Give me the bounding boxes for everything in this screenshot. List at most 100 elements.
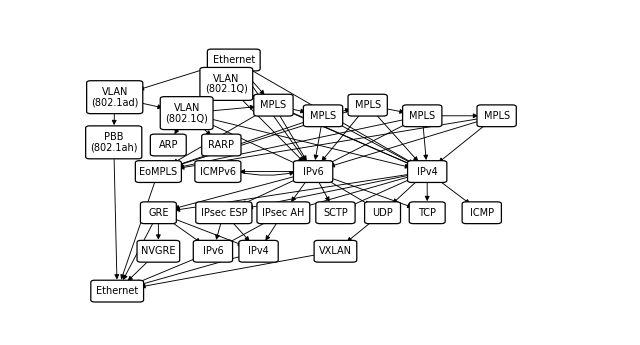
Text: VLAN
(802.1Q): VLAN (802.1Q) [205, 74, 248, 94]
FancyArrowPatch shape [180, 119, 479, 169]
FancyArrowPatch shape [212, 105, 254, 111]
Text: MPLS: MPLS [484, 111, 509, 121]
FancyBboxPatch shape [348, 94, 387, 116]
Text: MPLS: MPLS [260, 100, 287, 110]
FancyArrowPatch shape [242, 178, 298, 205]
FancyArrowPatch shape [233, 223, 249, 240]
FancyArrowPatch shape [305, 176, 411, 207]
FancyBboxPatch shape [303, 105, 342, 127]
FancyBboxPatch shape [314, 240, 356, 262]
Text: IPv6: IPv6 [303, 167, 323, 177]
FancyBboxPatch shape [462, 202, 501, 224]
Text: IPv4: IPv4 [248, 246, 269, 256]
FancyArrowPatch shape [249, 69, 413, 164]
FancyBboxPatch shape [200, 67, 253, 100]
Text: ICMP: ICMP [470, 208, 494, 218]
FancyArrowPatch shape [207, 123, 298, 165]
Text: IPv6: IPv6 [202, 246, 223, 256]
FancyArrowPatch shape [216, 224, 221, 239]
FancyArrowPatch shape [243, 70, 264, 95]
FancyArrowPatch shape [139, 256, 242, 286]
FancyArrowPatch shape [211, 119, 409, 168]
Text: GRE: GRE [148, 208, 168, 218]
FancyBboxPatch shape [408, 161, 447, 183]
FancyArrowPatch shape [248, 175, 410, 209]
FancyBboxPatch shape [409, 202, 445, 224]
Text: ICMPv6: ICMPv6 [200, 167, 236, 177]
Text: NVGRE: NVGRE [141, 246, 175, 256]
Text: Ethernet: Ethernet [96, 286, 138, 296]
FancyArrowPatch shape [376, 115, 418, 161]
Text: UDP: UDP [372, 208, 393, 218]
FancyArrowPatch shape [330, 121, 480, 167]
FancyBboxPatch shape [365, 202, 401, 224]
FancyArrowPatch shape [177, 121, 307, 166]
FancyArrowPatch shape [128, 261, 148, 280]
FancyArrowPatch shape [329, 177, 412, 208]
FancyArrowPatch shape [340, 108, 349, 112]
FancyBboxPatch shape [403, 105, 442, 127]
FancyBboxPatch shape [196, 202, 252, 224]
Text: VLAN
(802.1ad): VLAN (802.1ad) [91, 87, 138, 107]
FancyArrowPatch shape [114, 159, 119, 278]
FancyArrowPatch shape [241, 170, 294, 174]
FancyArrowPatch shape [322, 115, 360, 161]
FancyArrowPatch shape [202, 127, 211, 135]
Text: VLAN
(802.1Q): VLAN (802.1Q) [165, 103, 208, 123]
FancyBboxPatch shape [86, 126, 142, 159]
FancyArrowPatch shape [241, 71, 305, 160]
FancyArrowPatch shape [248, 93, 412, 165]
FancyArrowPatch shape [423, 127, 428, 159]
FancyArrowPatch shape [179, 119, 405, 168]
FancyArrowPatch shape [439, 180, 469, 204]
FancyArrowPatch shape [173, 113, 260, 163]
FancyBboxPatch shape [202, 134, 241, 156]
Text: SCTP: SCTP [323, 208, 348, 218]
FancyArrowPatch shape [140, 103, 162, 109]
FancyBboxPatch shape [294, 161, 333, 183]
FancyArrowPatch shape [178, 110, 351, 166]
FancyBboxPatch shape [254, 94, 293, 116]
FancyArrowPatch shape [351, 178, 412, 206]
FancyArrowPatch shape [173, 218, 242, 245]
FancyArrowPatch shape [156, 224, 160, 239]
Text: MPLS: MPLS [355, 100, 381, 110]
Text: IPv4: IPv4 [417, 167, 438, 177]
FancyArrowPatch shape [328, 123, 408, 164]
FancyBboxPatch shape [140, 202, 177, 224]
Text: MPLS: MPLS [409, 111, 435, 121]
FancyArrowPatch shape [227, 221, 268, 243]
FancyArrowPatch shape [292, 182, 306, 201]
FancyArrowPatch shape [176, 174, 410, 211]
FancyBboxPatch shape [91, 280, 143, 302]
FancyArrowPatch shape [240, 98, 303, 161]
FancyArrowPatch shape [439, 125, 486, 162]
Text: VXLAN: VXLAN [319, 246, 352, 256]
Text: IPsec ESP: IPsec ESP [200, 208, 247, 218]
FancyArrowPatch shape [170, 221, 200, 242]
FancyBboxPatch shape [316, 202, 355, 224]
FancyArrowPatch shape [140, 66, 214, 90]
FancyArrowPatch shape [326, 179, 369, 205]
Text: IPsec AH: IPsec AH [262, 208, 305, 218]
FancyArrowPatch shape [247, 93, 258, 98]
FancyBboxPatch shape [195, 161, 241, 183]
FancyBboxPatch shape [137, 240, 180, 262]
FancyArrowPatch shape [291, 109, 305, 113]
FancyArrowPatch shape [175, 176, 296, 209]
FancyArrowPatch shape [141, 255, 316, 288]
FancyBboxPatch shape [193, 240, 232, 262]
FancyBboxPatch shape [150, 134, 186, 156]
FancyArrowPatch shape [425, 183, 429, 200]
FancyArrowPatch shape [121, 183, 154, 279]
FancyArrowPatch shape [289, 112, 412, 165]
FancyArrowPatch shape [314, 127, 321, 159]
FancyArrowPatch shape [124, 224, 153, 279]
Text: Ethernet: Ethernet [212, 55, 255, 65]
Text: RARP: RARP [209, 140, 234, 150]
FancyArrowPatch shape [200, 70, 225, 98]
FancyArrowPatch shape [348, 221, 372, 242]
Text: EoMPLS: EoMPLS [140, 167, 177, 177]
FancyArrowPatch shape [239, 171, 294, 175]
FancyArrowPatch shape [280, 116, 306, 160]
